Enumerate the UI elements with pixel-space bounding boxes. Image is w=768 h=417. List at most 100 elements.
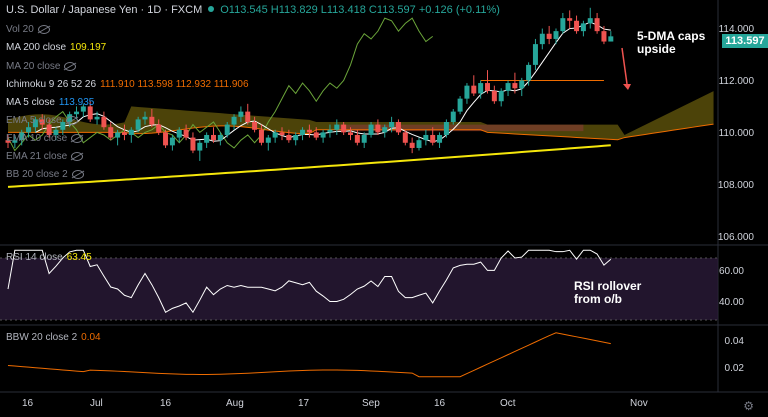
- indicator-row[interactable]: MA 5 close 113.935: [6, 97, 94, 108]
- candle-body: [389, 122, 395, 128]
- candle-body: [341, 124, 347, 133]
- candle-body: [375, 124, 381, 133]
- candle-body: [608, 36, 614, 42]
- time-axis-label: Nov: [630, 398, 648, 409]
- candle-body: [156, 124, 162, 133]
- indicator-row[interactable]: EMA 21 close: [6, 151, 84, 162]
- candle-body: [197, 142, 203, 151]
- arrow-shaft: [621, 47, 628, 85]
- indicator-row[interactable]: Vol 20: [6, 24, 50, 35]
- candle-body: [53, 129, 59, 135]
- candle-body: [553, 31, 559, 39]
- indicator-value: 111.910 113.598 112.932 111.906: [100, 79, 249, 90]
- indicator-row[interactable]: BB 20 close 2: [6, 169, 84, 180]
- hidden-eye-icon[interactable]: [71, 133, 84, 143]
- candle-body: [101, 116, 107, 128]
- candle-body: [163, 132, 169, 146]
- indicator-label: Ichimoku 9 26 52 26: [6, 79, 97, 90]
- candle-body: [471, 85, 477, 94]
- candle-body: [437, 134, 443, 143]
- candle-body: [402, 132, 408, 143]
- candle-body: [560, 18, 566, 32]
- candle-body: [293, 134, 299, 141]
- indicator-row[interactable]: Ichimoku 9 26 52 26 111.910 113.598 112.9…: [6, 79, 249, 90]
- candle-body: [382, 127, 388, 133]
- candle-body: [272, 132, 278, 138]
- candle-body: [567, 18, 573, 21]
- candle-body: [416, 140, 422, 148]
- candle-body: [368, 124, 374, 135]
- indicator-row[interactable]: EMA 5 close: [6, 115, 78, 126]
- candle-body: [252, 122, 258, 130]
- dma-annotation: 5-DMA caps upside: [637, 30, 705, 56]
- ma200-line: [7, 144, 611, 188]
- time-axis-label: 16: [434, 398, 446, 409]
- indicator-row[interactable]: MA 200 close 109.197: [6, 42, 106, 53]
- candle-body: [430, 134, 436, 143]
- indicator-value: 113.935: [58, 97, 95, 108]
- candle-body: [395, 122, 401, 133]
- hidden-eye-icon[interactable]: [71, 169, 84, 179]
- candle-body: [258, 129, 264, 143]
- candle-body: [574, 20, 580, 32]
- candle-body: [539, 33, 545, 45]
- bbw-line: [7, 332, 611, 378]
- candle-body: [19, 132, 25, 141]
- hidden-eye-icon[interactable]: [65, 115, 78, 125]
- symbol-title[interactable]: U.S. Dollar / Japanese Yen · 1D · FXCM: [6, 4, 203, 16]
- candle-body: [580, 23, 586, 32]
- candle-body: [176, 129, 182, 138]
- candle-body: [108, 127, 114, 138]
- hidden-eye-icon[interactable]: [37, 24, 50, 34]
- candle-body: [519, 80, 525, 89]
- hidden-eye-icon[interactable]: [64, 61, 77, 71]
- time-axis-label: Aug: [226, 398, 244, 409]
- indicator-label: MA 200 close: [6, 42, 67, 53]
- rsi-annotation-line: RSI rollover: [574, 279, 642, 293]
- candle-body: [26, 127, 32, 133]
- candle-body: [46, 124, 52, 135]
- candle-body: [327, 129, 333, 133]
- candle-body: [80, 106, 86, 112]
- bbw-value: 0.04: [81, 332, 101, 343]
- candle-body: [128, 129, 134, 135]
- candle-body: [169, 137, 175, 146]
- dma-annotation-line: upside: [637, 42, 676, 56]
- candle-body: [211, 134, 216, 141]
- candle-body: [265, 137, 271, 143]
- candle-body: [334, 124, 340, 130]
- rsi-line: [7, 249, 612, 314]
- settings-gear-icon[interactable]: ⚙: [743, 399, 754, 413]
- candle-body: [245, 111, 251, 122]
- bbw-axis-label: 0.02: [724, 363, 744, 374]
- candle-body: [87, 106, 93, 120]
- time-axis-label: 17: [298, 398, 310, 409]
- dma-annotation-line: 5-DMA caps: [637, 29, 706, 43]
- rsi-axis-label: 40.00: [718, 297, 744, 308]
- candle-body: [135, 119, 141, 130]
- indicator-label: EMA 5 close: [6, 115, 62, 126]
- candle-body: [348, 132, 353, 135]
- candle-body: [142, 116, 148, 120]
- candle-body: [238, 111, 244, 117]
- indicator-row[interactable]: EMA 10 close: [6, 133, 84, 144]
- candle-body: [300, 129, 306, 135]
- indicator-label: EMA 10 close: [6, 133, 68, 144]
- hidden-eye-icon[interactable]: [71, 151, 84, 161]
- indicator-row[interactable]: MA 20 close: [6, 61, 77, 72]
- bbw-legend[interactable]: BBW 20 close 2 0.04: [6, 332, 101, 343]
- candle-body: [505, 83, 511, 91]
- candle-body: [546, 33, 552, 39]
- candle-body: [532, 44, 538, 65]
- price-axis-label: 110.000: [718, 128, 754, 139]
- candle-body: [32, 119, 38, 128]
- candle-body: [306, 129, 312, 133]
- candle-body: [594, 18, 600, 32]
- candle-body: [478, 83, 484, 94]
- indicator-label: MA 20 close: [6, 61, 61, 72]
- candle-body: [485, 83, 490, 91]
- rsi-legend[interactable]: RSI 14 close 63.45: [6, 252, 92, 263]
- candle-body: [60, 122, 66, 130]
- candle-body: [443, 122, 449, 135]
